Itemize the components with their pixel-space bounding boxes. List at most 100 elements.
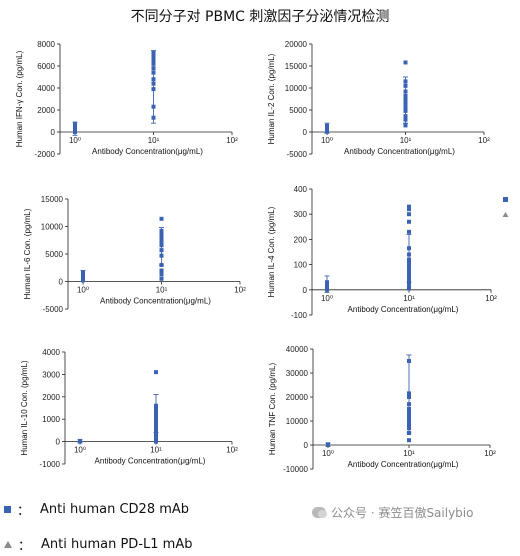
- data-point: [407, 212, 411, 217]
- data-point: [154, 428, 158, 433]
- data-point: [403, 93, 408, 98]
- y-axis-label: Human IL-6 Con. (pg/mL): [23, 208, 32, 299]
- y-tick-label: 100: [294, 261, 308, 270]
- data-point: [81, 270, 85, 275]
- chart-panel-3: -5000 0 5000 10000 15000 10⁰ 10¹ 10² Antibody Co…: [23, 195, 246, 314]
- x-tick-label: 10⁰: [69, 136, 81, 145]
- data-point: [151, 87, 156, 92]
- data-point: [159, 233, 164, 238]
- data-point: [154, 430, 158, 435]
- data-point: [151, 61, 156, 66]
- y-axis-label: Human IFN-γ Con. (pg/mL): [15, 50, 24, 147]
- y-axis-label: Human IL-10 Con. (pg/mL): [20, 360, 29, 455]
- data-point: [407, 438, 411, 443]
- data-point: [159, 268, 164, 273]
- y-tick-label: 0: [303, 286, 308, 295]
- chart-panel-4: -100 0 100 200 300 400 10⁰ 10¹ 10² Antibody Conce…: [267, 185, 509, 320]
- data-point: [151, 66, 156, 71]
- data-point: [325, 123, 329, 128]
- data-point: [325, 280, 329, 285]
- data-point: [154, 419, 158, 424]
- y-tick-label: -5000: [287, 150, 308, 159]
- x-tick-label: 10¹: [156, 286, 168, 295]
- x-axis-label: Antibody Concentration(μg/mL): [100, 297, 211, 306]
- y-tick-label: 2000: [42, 393, 60, 402]
- data-point: [407, 359, 411, 363]
- watermark: 公众号 · 赛笠百傲Sailybio: [312, 504, 473, 521]
- data-point: [159, 276, 164, 281]
- data-point: [154, 403, 158, 408]
- data-point: [403, 89, 408, 94]
- data-point: [151, 115, 156, 120]
- data-point: [407, 265, 411, 270]
- y-tick-label: -100: [291, 311, 308, 320]
- data-point: [407, 246, 411, 251]
- data-point: [403, 97, 408, 102]
- y-tick-label: 30000: [286, 369, 309, 378]
- legend-label-pdl1: Anti human PD-L1 mAb: [41, 537, 193, 552]
- data-point: [151, 59, 156, 64]
- y-tick-label: 0: [304, 441, 309, 450]
- y-tick-label: 400: [294, 185, 308, 194]
- data-point: [151, 50, 156, 55]
- y-axis-label: Human IL-2 Con. (pg/mL): [267, 53, 276, 144]
- data-point: [73, 130, 77, 134]
- page-title: 不同分子对 PBMC 刺激因子分泌情况检测: [130, 9, 390, 25]
- x-tick-label: 10⁰: [77, 286, 89, 295]
- data-point: [151, 104, 156, 109]
- data-point: [151, 53, 156, 57]
- y-tick-label: -2000: [35, 150, 56, 159]
- data-point: [159, 272, 164, 277]
- x-tick-label: 10¹: [148, 136, 160, 145]
- legend-separator: ：: [17, 504, 31, 519]
- chart-panel-2: -5000 0 5000 10000 15000 20000 10⁰ 10¹ 10² Antibo…: [267, 40, 490, 159]
- data-point: [407, 417, 411, 422]
- data-point: [154, 417, 158, 422]
- y-tick-label: 8000: [37, 40, 55, 49]
- legend-triangle-marker: [502, 212, 509, 217]
- data-point: [407, 402, 411, 407]
- data-point: [81, 272, 85, 277]
- data-point: [407, 431, 411, 435]
- x-tick-label: 10²: [226, 136, 238, 145]
- data-point: [73, 124, 77, 129]
- legend-separator: ：: [18, 539, 32, 554]
- legend-item-cd28: ： Anti human CD28 mAb: [4, 500, 189, 519]
- data-point: [407, 272, 411, 277]
- data-point: [403, 105, 408, 110]
- y-tick-label: 5000: [45, 250, 63, 259]
- x-tick-label: 10¹: [400, 136, 412, 145]
- y-tick-label: 3000: [42, 370, 60, 379]
- data-point: [154, 432, 158, 437]
- y-tick-label: 15000: [41, 195, 64, 204]
- data-point: [403, 83, 408, 88]
- y-tick-label: 6000: [37, 62, 55, 71]
- data-point: [78, 438, 82, 443]
- data-point: [159, 263, 164, 267]
- y-tick-label: -10000: [283, 465, 308, 474]
- y-tick-label: 15000: [285, 62, 308, 71]
- y-tick-label: 0: [56, 438, 61, 447]
- y-tick-label: 2000: [37, 106, 55, 115]
- data-point: [159, 239, 164, 244]
- x-axis-label: Antibody Concentration(μg/mL): [348, 460, 459, 469]
- data-point: [407, 204, 411, 209]
- x-axis-label: Antibody Concentration(μg/mL): [344, 147, 455, 156]
- y-tick-label: 0: [303, 128, 308, 137]
- data-point: [154, 414, 158, 419]
- data-point: [407, 391, 411, 396]
- y-tick-label: 300: [294, 210, 308, 219]
- data-point: [407, 413, 411, 417]
- data-point: [73, 122, 77, 127]
- y-tick-label: 1000: [42, 415, 60, 424]
- data-point: [151, 70, 156, 75]
- data-point: [403, 114, 408, 119]
- y-tick-label: 40000: [286, 345, 309, 354]
- data-point: [403, 108, 408, 113]
- x-tick-label: 10⁰: [322, 449, 334, 458]
- data-point: [151, 77, 156, 82]
- data-point: [407, 407, 411, 411]
- x-tick-label: 10¹: [403, 294, 415, 303]
- data-point: [407, 395, 411, 399]
- chart-panel-1: -2000 0 2000 4000 6000 8000 10⁰ 10¹ 10² Antibody …: [15, 40, 238, 159]
